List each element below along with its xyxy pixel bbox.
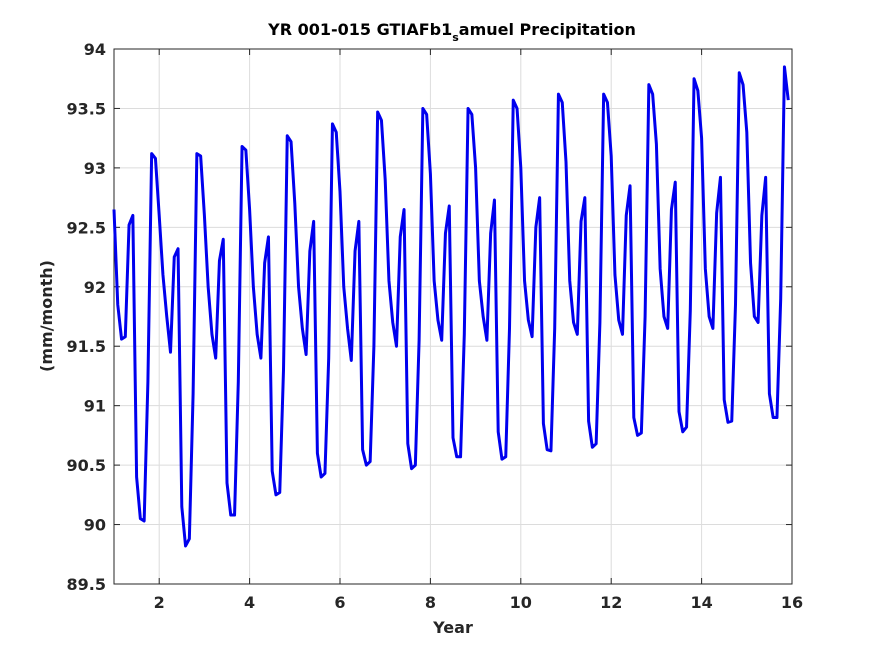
y-tick-label: 94: [84, 40, 106, 59]
y-tick-label: 91.5: [67, 337, 106, 356]
x-tick-label: 16: [781, 593, 803, 612]
y-tick-label: 92.5: [67, 218, 106, 237]
chart-title-main: YR 001-015 GTIAFb1: [267, 20, 452, 39]
x-tick-label: 8: [425, 593, 436, 612]
y-tick-labels: 89.5 90 90.5 91 91.5 92 92.5 93 93.5 94: [67, 40, 106, 594]
x-tick-label: 4: [244, 593, 255, 612]
y-axis-label: (mm/month): [37, 260, 56, 372]
x-tick-label: 12: [600, 593, 622, 612]
y-tick-label: 93.5: [67, 99, 106, 118]
x-tick-label: 2: [154, 593, 165, 612]
chart-title: YR 001-015 GTIAFb1samuel Precipitation: [267, 20, 636, 44]
y-tick-label: 90.5: [67, 456, 106, 475]
y-tick-label: 89.5: [67, 575, 106, 594]
chart-title-subscript: s: [452, 31, 459, 44]
y-tick-label: 91: [84, 397, 106, 416]
y-tick-label: 92: [84, 278, 106, 297]
chart-title-rest: amuel Precipitation: [459, 20, 636, 39]
plot-frame: [113, 48, 793, 585]
x-axis-label: Year: [432, 618, 473, 637]
x-tick-label: 14: [690, 593, 712, 612]
x-tick-labels: 2 4 6 8 10 12 14 16: [154, 593, 804, 612]
y-tick-label: 93: [84, 159, 106, 178]
series-line: [112, 65, 790, 548]
x-tick-label: 10: [510, 593, 532, 612]
y-tick-label: 90: [84, 516, 106, 535]
x-tick-label: 6: [334, 593, 345, 612]
